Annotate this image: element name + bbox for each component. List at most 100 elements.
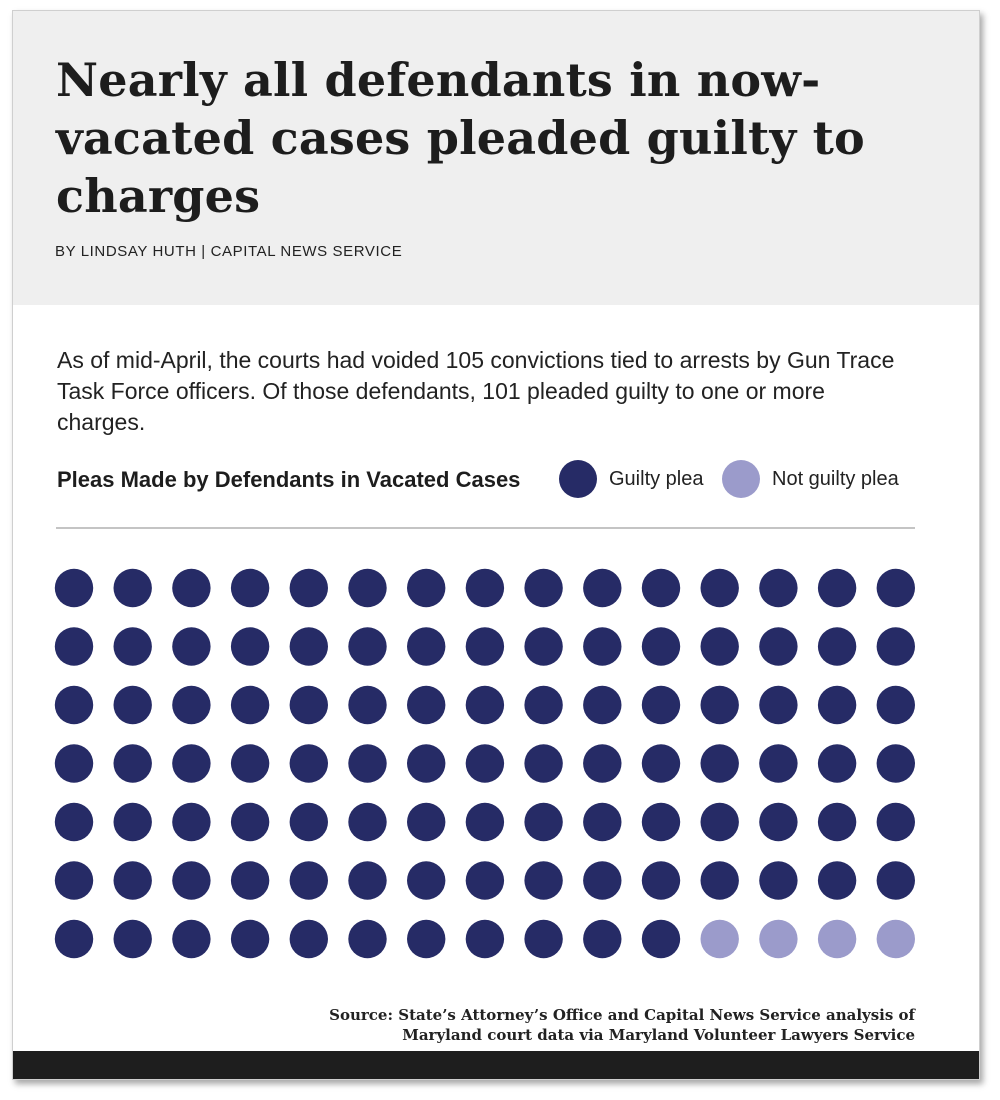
dot-guilty-plea — [583, 627, 622, 666]
dot-guilty-plea — [54, 627, 94, 666]
dot-guilty-plea — [54, 744, 94, 783]
dot-guilty-plea — [289, 685, 328, 725]
dot-guilty-plea — [641, 568, 681, 608]
dot-not-guilty-plea — [817, 919, 857, 959]
dot-guilty-plea — [700, 568, 739, 608]
dot-guilty-plea — [54, 568, 94, 608]
dot-guilty-plea — [465, 627, 505, 666]
dot-guilty-plea — [230, 685, 270, 725]
dot-guilty-plea — [172, 744, 211, 783]
dot-guilty-plea — [817, 568, 857, 608]
dot-guilty-plea — [465, 685, 505, 725]
dot-guilty-plea — [759, 744, 798, 783]
dot-guilty-plea — [113, 744, 152, 783]
dot-guilty-plea — [817, 861, 857, 900]
dot-guilty-plea — [700, 685, 739, 725]
page-title: Nearly all defendants in now-vacated cas… — [56, 53, 865, 223]
dot-guilty-plea — [348, 919, 387, 959]
legend-swatch-not-guilty — [722, 460, 760, 498]
dot-guilty-plea — [289, 744, 328, 783]
source-note: Source: State’s Attorney’s Office and Ca… — [329, 1006, 915, 1044]
dot-guilty-plea — [876, 685, 915, 725]
dot-guilty-plea — [700, 744, 739, 783]
dot-guilty-plea — [407, 744, 446, 783]
dot-guilty-plea — [348, 685, 387, 725]
dot-guilty-plea — [817, 627, 857, 666]
dot-guilty-plea — [113, 627, 152, 666]
dot-guilty-plea — [348, 802, 387, 842]
dot-guilty-plea — [113, 685, 152, 725]
dot-guilty-plea — [407, 861, 446, 900]
dot-guilty-plea — [230, 919, 270, 959]
dot-guilty-plea — [817, 744, 857, 783]
dot-guilty-plea — [641, 685, 681, 725]
dot-guilty-plea — [876, 568, 915, 608]
dot-guilty-plea — [230, 627, 270, 666]
dot-guilty-plea — [524, 802, 563, 842]
dot-guilty-plea — [172, 861, 211, 900]
legend-label-guilty: Guilty plea — [609, 468, 704, 490]
intro-text: As of mid-April, the courts had voided 1… — [57, 347, 895, 435]
dot-guilty-plea — [407, 685, 446, 725]
dot-guilty-plea — [172, 802, 211, 842]
legend-swatch-guilty — [559, 460, 597, 498]
dot-guilty-plea — [407, 802, 446, 842]
dot-guilty-plea — [524, 627, 563, 666]
dot-guilty-plea — [348, 568, 387, 608]
dot-guilty-plea — [289, 919, 328, 959]
dot-guilty-plea — [172, 685, 211, 725]
dot-guilty-plea — [759, 802, 798, 842]
dot-guilty-plea — [172, 568, 211, 608]
dot-not-guilty-plea — [700, 919, 739, 959]
footer-bar — [13, 1051, 979, 1079]
dot-guilty-plea — [172, 627, 211, 666]
dot-guilty-plea — [113, 919, 152, 959]
dot-guilty-plea — [583, 685, 622, 725]
dot-guilty-plea — [583, 861, 622, 900]
dot-guilty-plea — [465, 861, 505, 900]
dot-guilty-plea — [641, 744, 681, 783]
dot-guilty-plea — [817, 685, 857, 725]
dot-guilty-plea — [54, 685, 94, 725]
dot-guilty-plea — [465, 568, 505, 608]
dot-guilty-plea — [113, 861, 152, 900]
dot-guilty-plea — [289, 568, 328, 608]
dot-guilty-plea — [54, 861, 94, 900]
dot-guilty-plea — [230, 861, 270, 900]
dot-guilty-plea — [759, 861, 798, 900]
dot-guilty-plea — [524, 919, 563, 959]
dot-guilty-plea — [876, 744, 915, 783]
dot-not-guilty-plea — [759, 919, 798, 959]
header: Nearly all defendants in now-vacated cas… — [13, 11, 979, 305]
divider — [56, 527, 915, 529]
dot-guilty-plea — [641, 627, 681, 666]
dot-guilty-plea — [876, 627, 915, 666]
dot-guilty-plea — [641, 919, 681, 959]
dot-guilty-plea — [876, 802, 915, 842]
dot-guilty-plea — [759, 568, 798, 608]
dot-guilty-plea — [54, 802, 94, 842]
dot-guilty-plea — [407, 919, 446, 959]
dot-not-guilty-plea — [876, 919, 915, 959]
dot-guilty-plea — [583, 919, 622, 959]
dot-guilty-plea — [641, 802, 681, 842]
chart-header: Pleas Made by Defendants in Vacated Case… — [57, 459, 917, 503]
dot-guilty-plea — [230, 744, 270, 783]
dot-guilty-plea — [583, 568, 622, 608]
dot-guilty-plea — [700, 802, 739, 842]
dot-guilty-plea — [465, 744, 505, 783]
dot-guilty-plea — [348, 627, 387, 666]
dot-guilty-plea — [465, 802, 505, 842]
dot-guilty-plea — [524, 568, 563, 608]
dot-guilty-plea — [641, 861, 681, 900]
dot-guilty-plea — [817, 802, 857, 842]
dot-guilty-plea — [230, 802, 270, 842]
dot-guilty-plea — [407, 627, 446, 666]
dot-guilty-plea — [348, 744, 387, 783]
dot-guilty-plea — [583, 802, 622, 842]
dot-guilty-plea — [465, 919, 505, 959]
dot-guilty-plea — [407, 568, 446, 608]
dot-guilty-plea — [348, 861, 387, 900]
dot-guilty-plea — [524, 744, 563, 783]
dot-guilty-plea — [172, 919, 211, 959]
